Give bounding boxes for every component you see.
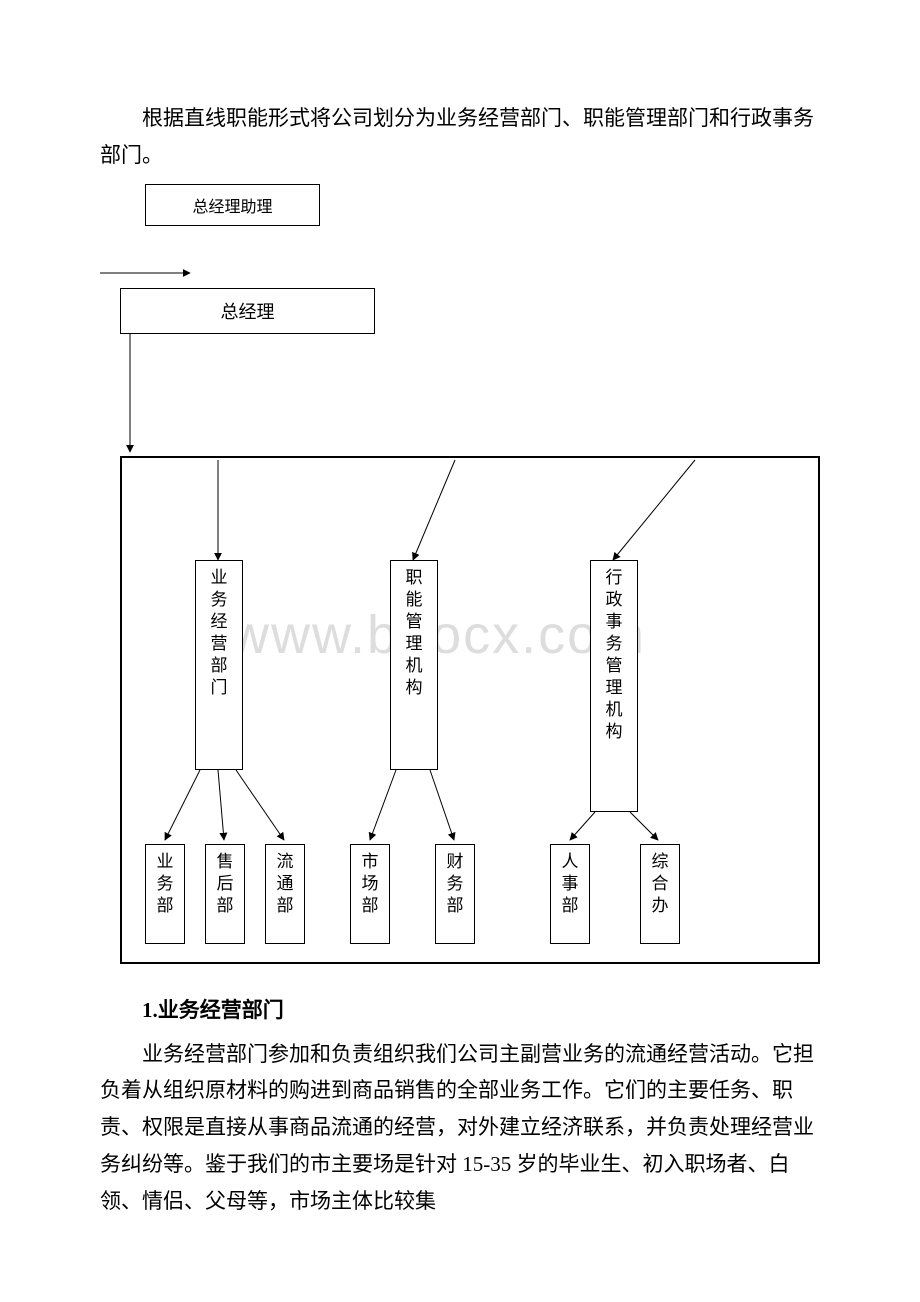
node-sub32: 综合办 (640, 844, 680, 944)
node-div2: 职能管理机构 (390, 560, 438, 770)
node-gm: 总经理 (120, 288, 375, 334)
node-sub22: 财务部 (435, 844, 475, 944)
section-heading-1: 1.业务经营部门 (100, 994, 820, 1024)
section-body-1: 业务经营部门参加和负责组织我们公司主副营业务的流通经营活动。它担负着从组织原材料… (100, 1036, 820, 1220)
node-div1: 业务经营部门 (195, 560, 243, 770)
node-div3: 行政事务管理机构 (590, 560, 638, 812)
node-sub11: 业务部 (145, 844, 185, 944)
node-sub21: 市场部 (350, 844, 390, 944)
org-chart-diagram: www.bdocx.com总经理助理总经理业务经营部门职能管理机构行政事务管理机… (100, 184, 820, 974)
intro-paragraph: 根据直线职能形式将公司划分为业务经营部门、职能管理部门和行政事务部门。 (100, 100, 820, 174)
node-sub12: 售后部 (205, 844, 245, 944)
node-assistant: 总经理助理 (145, 184, 320, 226)
node-sub31: 人事部 (550, 844, 590, 944)
node-sub13: 流通部 (265, 844, 305, 944)
